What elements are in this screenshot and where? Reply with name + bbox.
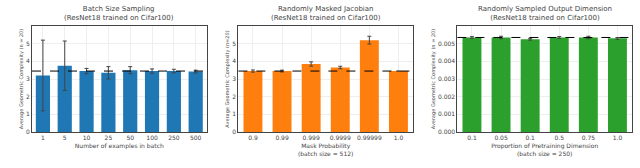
svg-text:0.05: 0.05 xyxy=(494,134,508,141)
svg-text:1: 1 xyxy=(26,110,30,117)
svg-text:0.004: 0.004 xyxy=(438,57,455,64)
svg-text:3: 3 xyxy=(232,75,236,82)
svg-text:0.001: 0.001 xyxy=(438,110,455,117)
svg-text:Average Geometric Complexity (: Average Geometric Complexity (n = 20) xyxy=(430,29,437,130)
svg-text:0.999: 0.999 xyxy=(303,134,320,141)
svg-text:10: 10 xyxy=(83,134,91,141)
svg-text:5: 5 xyxy=(63,134,67,141)
svg-text:Randomly Masked Jacobian(ResNe: Randomly Masked Jacobian(ResNet18 traine… xyxy=(271,5,381,22)
svg-text:1.0: 1.0 xyxy=(613,134,623,141)
svg-text:0.99: 0.99 xyxy=(275,134,289,141)
svg-text:0.9: 0.9 xyxy=(248,134,258,141)
svg-text:100: 100 xyxy=(146,134,158,141)
svg-text:2: 2 xyxy=(232,93,236,100)
svg-text:0.5: 0.5 xyxy=(554,134,564,141)
svg-text:0.005: 0.005 xyxy=(438,40,455,47)
svg-text:Batch Size Sampling(ResNet18 t: Batch Size Sampling(ResNet18 trained on … xyxy=(64,5,174,22)
svg-text:Average Geometric Complexity (: Average Geometric Complexity (n = 20) xyxy=(18,29,25,130)
svg-text:0.1: 0.1 xyxy=(467,134,477,141)
svg-text:Number of examples in batch: Number of examples in batch xyxy=(75,142,164,150)
svg-text:250: 250 xyxy=(168,134,180,141)
svg-text:Randomly Sampled Output Dimens: Randomly Sampled Output Dimension(ResNet… xyxy=(478,5,612,22)
svg-text:5: 5 xyxy=(26,40,30,47)
svg-text:Proportion of Pretraining Dime: Proportion of Pretraining Dimension(batc… xyxy=(491,142,598,157)
svg-text:0.003: 0.003 xyxy=(438,75,455,82)
svg-text:Average Geometric Complexity (: Average Geometric Complexity (n=20) xyxy=(224,30,231,127)
svg-text:2: 2 xyxy=(26,93,30,100)
svg-text:3: 3 xyxy=(26,75,30,82)
svg-text:4: 4 xyxy=(26,57,30,64)
svg-text:0: 0 xyxy=(26,128,30,135)
svg-text:Mask Probability(batch size =: Mask Probability(batch size = 512) xyxy=(298,142,353,157)
svg-text:0: 0 xyxy=(232,128,236,135)
svg-text:4: 4 xyxy=(232,57,236,64)
svg-text:50: 50 xyxy=(126,134,134,141)
svg-text:1: 1 xyxy=(41,134,45,141)
svg-text:25: 25 xyxy=(105,134,113,141)
svg-text:0.75: 0.75 xyxy=(582,134,596,141)
svg-text:1.0: 1.0 xyxy=(394,134,404,141)
svg-text:0.002: 0.002 xyxy=(438,93,455,100)
svg-text:500: 500 xyxy=(190,134,202,141)
svg-text:1: 1 xyxy=(232,110,236,117)
svg-text:0.1: 0.1 xyxy=(525,134,535,141)
svg-text:0.99999: 0.99999 xyxy=(357,134,382,141)
svg-text:5: 5 xyxy=(232,40,236,47)
svg-text:0.000: 0.000 xyxy=(438,128,455,135)
svg-text:0.9999: 0.9999 xyxy=(330,134,351,141)
